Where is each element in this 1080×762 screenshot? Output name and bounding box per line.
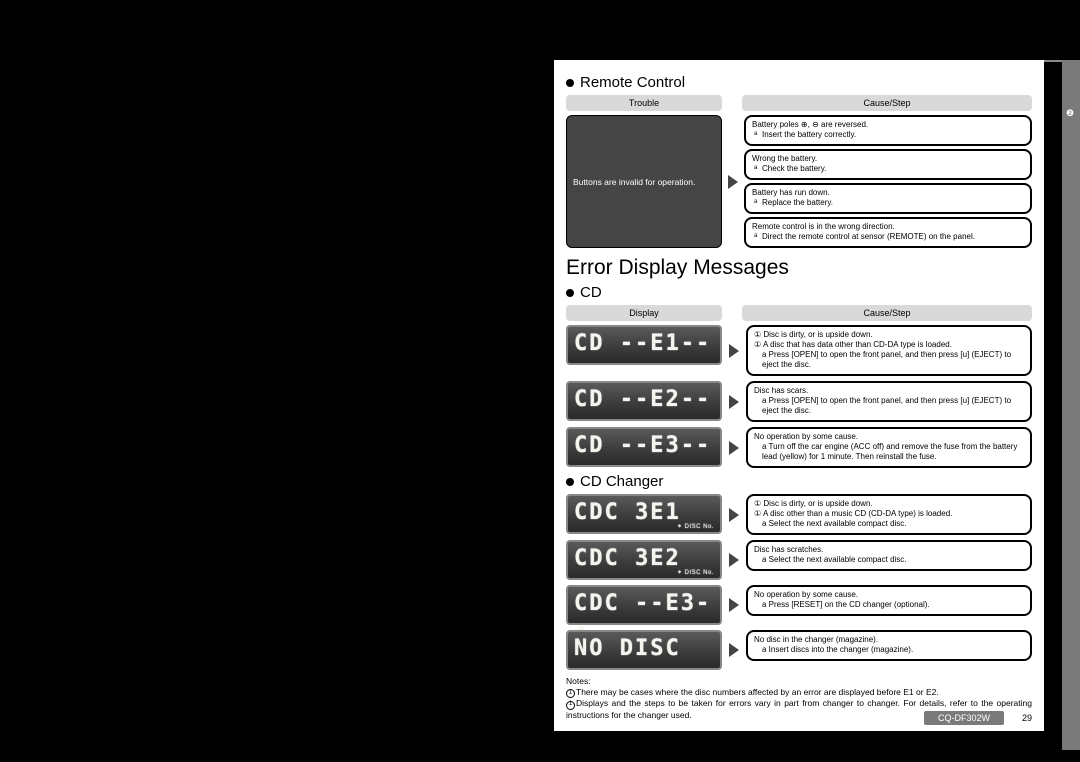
cause-step: Direct the remote control at sensor (REM… xyxy=(752,232,1024,242)
arrow-icon xyxy=(728,175,738,189)
disc-no-label: ✦ DISC No. xyxy=(677,523,714,530)
arrow-icon xyxy=(729,441,739,455)
arrow-icon xyxy=(729,643,739,657)
remote-body-row: Buttons are invalid for operation. Batte… xyxy=(566,115,1032,248)
note-item: 1There may be cases where the disc numbe… xyxy=(566,687,1032,698)
cause-box: ① Disc is dirty, or is upside down. ① A … xyxy=(746,494,1032,535)
arrow-icon xyxy=(729,508,739,522)
cause-line: ① A disc that has data other than CD-DA … xyxy=(754,340,1024,350)
cd-row: CD --E1-- ① Disc is dirty, or is upside … xyxy=(566,325,1032,376)
cause-step: a Press [RESET] on the CD changer (optio… xyxy=(754,600,1024,610)
cause-line: Battery has run down. xyxy=(752,188,1024,198)
cd-header-row: Display Cause/Step xyxy=(566,305,1032,321)
lcd-text: NO DISC xyxy=(574,636,681,661)
cd-row: CD --E3-- No operation by some cause. a … xyxy=(566,427,1032,468)
lcd-display: CD --E3-- xyxy=(566,427,722,467)
bullet-icon xyxy=(566,79,574,87)
lcd-text: CD --E2-- xyxy=(574,387,711,412)
cause-line: Disc has scars. xyxy=(754,386,1024,396)
cdc-title: CD Changer xyxy=(580,473,663,490)
cause-line: Battery poles ⊕, ⊖ are reversed. xyxy=(752,120,1024,130)
remote-title-row: Remote Control xyxy=(566,74,1032,91)
page-content: Remote Control Trouble Cause/Step Button… xyxy=(554,60,1044,731)
remote-header-row: Trouble Cause/Step xyxy=(566,95,1032,111)
cd-title: CD xyxy=(580,284,602,301)
lcd-text: CDC 3E1 xyxy=(574,500,681,525)
cause-line: No disc in the changer (magazine). xyxy=(754,635,1024,645)
cause-line: No operation by some cause. xyxy=(754,432,1024,442)
model-tag: CQ-DF302W xyxy=(924,711,1004,725)
error-heading: Error Display Messages xyxy=(566,256,1032,280)
arrow-icon xyxy=(729,553,739,567)
cause-box: Battery poles ⊕, ⊖ are reversed. Insert … xyxy=(744,115,1032,146)
lcd-display: CD --E2-- xyxy=(566,381,722,421)
cause-line: ① A disc other than a music CD (CD-DA ty… xyxy=(754,509,1024,519)
cdc-row: CDC --E3-- No operation by some cause. a… xyxy=(566,585,1032,625)
arrow-icon xyxy=(729,395,739,409)
cause-box: No disc in the changer (magazine). a Ins… xyxy=(746,630,1032,661)
cdc-title-row: CD Changer xyxy=(566,473,1032,490)
cause-box: ① Disc is dirty, or is upside down. ① A … xyxy=(746,325,1032,376)
cause-box: No operation by some cause. a Press [RES… xyxy=(746,585,1032,616)
cause-line: Wrong the battery. xyxy=(752,154,1024,164)
cause-line: ① Disc is dirty, or is upside down. xyxy=(754,499,1024,509)
lcd-display: CDC 3E2 ✦ DISC No. xyxy=(566,540,722,580)
cause-step: Replace the battery. xyxy=(752,198,1024,208)
cause-step: a Select the next available compact disc… xyxy=(754,555,1024,565)
cause-box: No operation by some cause. a Turn off t… xyxy=(746,427,1032,468)
lcd-text: CD --E1-- xyxy=(574,331,711,356)
lcd-display: CDC --E3-- xyxy=(566,585,722,625)
cause-line: Disc has scratches. xyxy=(754,545,1024,555)
cdc-row: CDC 3E2 ✦ DISC No. Disc has scratches. a… xyxy=(566,540,1032,580)
cause-header: Cause/Step xyxy=(742,95,1032,111)
disc-no-label: ✦ DISC No. xyxy=(677,569,714,576)
lcd-display: NO DISC xyxy=(566,630,722,670)
cdc-row: NO DISC No disc in the changer (magazine… xyxy=(566,630,1032,670)
lcd-display: CDC 3E1 ✦ DISC No. xyxy=(566,494,722,534)
trouble-header: Trouble xyxy=(566,95,722,111)
cause-step: a Turn off the car engine (ACC off) and … xyxy=(754,442,1024,462)
remote-causes: Battery poles ⊕, ⊖ are reversed. Insert … xyxy=(744,115,1032,248)
cdc-row: CDC 3E1 ✦ DISC No. ① Disc is dirty, or i… xyxy=(566,494,1032,535)
cause-step: Insert the battery correctly. xyxy=(752,130,1024,140)
lcd-display: CD --E1-- xyxy=(566,325,722,365)
cd-title-row: CD xyxy=(566,284,1032,301)
cause-box: Wrong the battery. Check the battery. xyxy=(744,149,1032,180)
cause-box: Remote control is in the wrong direction… xyxy=(744,217,1032,248)
trouble-text: Buttons are invalid for operation. xyxy=(573,177,695,187)
cause-box: Disc has scratches. a Select the next av… xyxy=(746,540,1032,571)
cause-step: a Select the next available compact disc… xyxy=(754,519,1024,529)
cause-step: a Press [OPEN] to open the front panel, … xyxy=(754,350,1024,370)
cause-step: Check the battery. xyxy=(752,164,1024,174)
cause-header-2: Cause/Step xyxy=(742,305,1032,321)
cause-step: a Press [OPEN] to open the front panel, … xyxy=(754,396,1024,416)
remote-title: Remote Control xyxy=(580,74,685,91)
bullet-icon xyxy=(566,478,574,486)
trouble-cell: Buttons are invalid for operation. xyxy=(566,115,722,248)
arrow-icon xyxy=(729,598,739,612)
lcd-text: CD --E3-- xyxy=(574,433,711,458)
cause-step: a Insert discs into the changer (magazin… xyxy=(754,645,1024,655)
page-number: 29 xyxy=(1022,713,1032,723)
cause-line: Remote control is in the wrong direction… xyxy=(752,222,1024,232)
cause-box: Battery has run down. Replace the batter… xyxy=(744,183,1032,214)
cd-row: CD --E2-- Disc has scars. a Press [OPEN]… xyxy=(566,381,1032,422)
cause-box: Disc has scars. a Press [OPEN] to open t… xyxy=(746,381,1032,422)
display-header: Display xyxy=(566,305,722,321)
arrow-icon xyxy=(729,344,739,358)
side-tab-icon: ❷ xyxy=(1066,108,1074,119)
cause-line: ① Disc is dirty, or is upside down. xyxy=(754,330,1024,340)
lcd-text: CDC 3E2 xyxy=(574,546,681,571)
notes-label: Notes: xyxy=(566,676,1032,687)
bullet-icon xyxy=(566,289,574,297)
side-tab: ❷ xyxy=(1062,60,1080,750)
cause-line: No operation by some cause. xyxy=(754,590,1024,600)
